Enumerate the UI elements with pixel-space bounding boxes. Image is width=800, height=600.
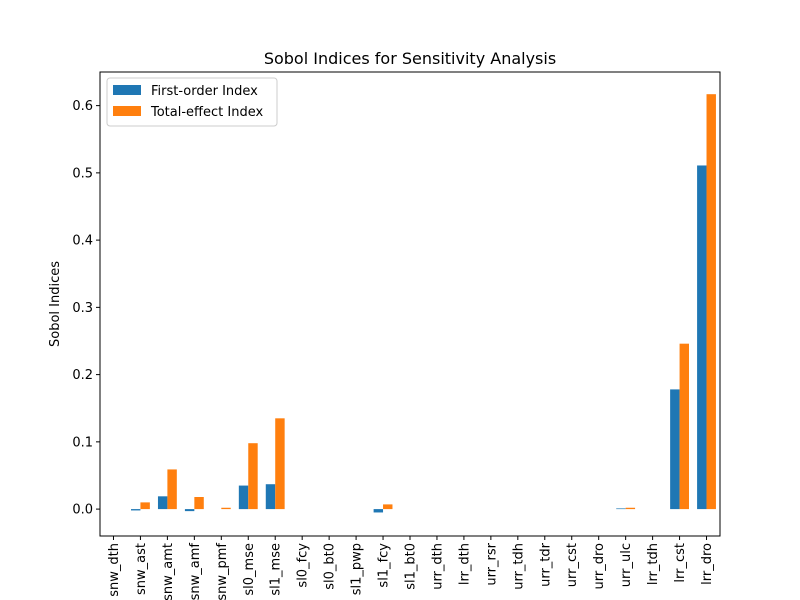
bar-total-effect-sl1_mse [275, 418, 285, 510]
y-axis-label: Sobol Indices [48, 261, 63, 347]
x-tick-label: snw_ast [134, 543, 149, 595]
bar-first-order-snw_amt [157, 496, 168, 510]
bar-total-effect-urr_ulc [625, 507, 636, 510]
y-tick-label: 0.6 [72, 99, 93, 114]
x-tick-label: urr_tdh [511, 543, 526, 590]
x-tick-label: sl0_bt0 [323, 543, 338, 590]
x-tick-label: urr_tdr [538, 542, 553, 587]
x-tick-label: lrr_cst [673, 543, 688, 583]
y-tick-label: 0.3 [72, 301, 93, 316]
bar-total-effect-snw_amt [167, 469, 177, 510]
x-tick-label: urr_dth [430, 543, 445, 590]
x-tick-label: snw_dth [107, 543, 122, 597]
bar-first-order-sl1_fcy [373, 509, 384, 513]
x-tick-label: sl1_pwp [350, 543, 365, 595]
bar-first-order-sl1_mse [265, 484, 276, 510]
y-tick-label: 0.5 [72, 166, 93, 181]
bar-first-order-snw_ast [131, 509, 141, 511]
y-tick-label: 0.0 [72, 503, 93, 518]
x-axis: snw_dth snw_ast snw_amt snw_amf snw_pmf sl0_m… [107, 536, 715, 600]
x-tick-label: lrr_tdh [646, 543, 661, 585]
x-tick-label: urr_dro [592, 543, 607, 590]
plot-frame [99, 71, 721, 537]
x-tick-label: sl0_fcy [296, 543, 311, 588]
plot-area [131, 94, 716, 513]
x-tick-label: urr_rsr [484, 542, 499, 585]
legend-swatch-first-order [113, 85, 141, 95]
chart-title: Sobol Indices for Sensitivity Analysis [264, 49, 556, 68]
x-tick-label: urr_ulc [619, 543, 634, 587]
x-tick-label: snw_amt [161, 543, 176, 600]
y-tick-label: 0.2 [72, 368, 93, 383]
bar-first-order-lrr_dro [697, 165, 707, 510]
x-tick-label: lrr_dro [700, 543, 715, 585]
x-tick-label: snw_pmf [215, 543, 230, 600]
legend-label-first-order: First-order Index [151, 84, 258, 99]
bar-first-order-urr_ulc [616, 508, 626, 510]
bar-total-effect-sl1_fcy [383, 504, 393, 510]
bar-first-order-snw_amf [184, 509, 195, 512]
x-tick-label: sl0_mse [242, 543, 257, 596]
bar-total-effect-lrr_cst [679, 343, 689, 510]
bar-total-effect-sl0_mse [248, 443, 258, 510]
legend-swatch-total-effect [113, 106, 141, 116]
x-tick-label: sl1_bt0 [404, 543, 419, 590]
x-tick-label: lrr_dth [457, 543, 472, 585]
y-axis: 0.0 0.1 0.2 0.3 0.4 0.5 0.6 [72, 99, 100, 518]
x-tick-label: urr_cst [565, 543, 580, 587]
x-tick-label: snw_amf [188, 543, 203, 600]
bar-total-effect-lrr_dro [706, 94, 716, 510]
legend: First-order Index Total-effect Index [106, 77, 278, 127]
bar-total-effect-snw_amf [194, 497, 204, 510]
bar-first-order-lrr_cst [670, 389, 680, 510]
x-tick-label: sl1_mse [269, 543, 284, 596]
bar-total-effect-snw_ast [140, 502, 150, 510]
bar-total-effect-snw_pmf [221, 507, 231, 510]
bar-first-order-sl0_mse [238, 485, 249, 510]
y-tick-label: 0.1 [72, 435, 93, 450]
legend-label-total-effect: Total-effect Index [150, 105, 263, 120]
x-tick-label: sl1_fcy [377, 543, 392, 588]
y-tick-label: 0.4 [72, 234, 93, 249]
legend-box [106, 77, 278, 127]
